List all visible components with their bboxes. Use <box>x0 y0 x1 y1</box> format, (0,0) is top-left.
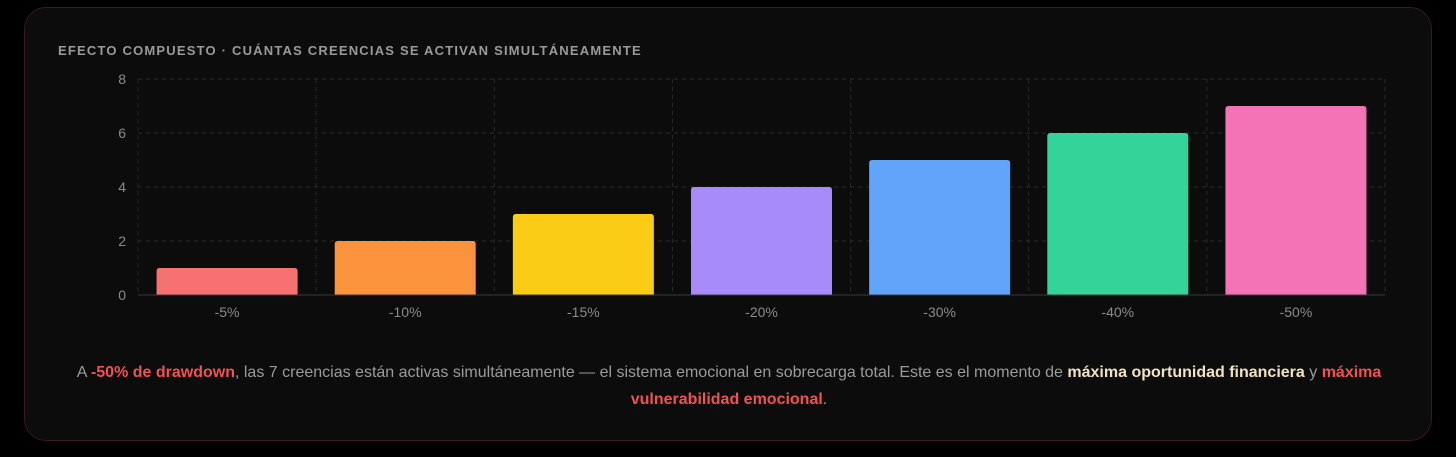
caption-text-4: . <box>822 391 828 408</box>
chart-card: EFECTO COMPUESTO · CUÁNTAS CREENCIAS SE … <box>24 7 1432 441</box>
caption-highlight-drawdown: -50% de drawdown <box>90 364 235 381</box>
chart-title: EFECTO COMPUESTO · CUÁNTAS CREENCIAS SE … <box>58 43 642 58</box>
x-tick-label: -40% <box>1101 304 1134 320</box>
bar <box>1225 106 1367 295</box>
caption-text-1: A <box>76 364 91 381</box>
caption-highlight-opportunity: máxima oportunidad financiera <box>1067 364 1305 381</box>
bar <box>1047 133 1189 295</box>
y-tick-label: 4 <box>118 179 126 195</box>
x-tick-label: -20% <box>745 304 778 320</box>
x-tick-label: -15% <box>567 304 600 320</box>
y-tick-label: 6 <box>118 125 126 141</box>
bar <box>334 241 476 295</box>
y-tick-label: 0 <box>118 287 126 303</box>
bar-chart: 0 2 4 6 8 -5% -10% -15% -20% -30% -40% -50% <box>118 71 1386 320</box>
x-tick-label: -5% <box>215 304 240 320</box>
bar <box>869 160 1011 295</box>
bar <box>512 214 654 295</box>
x-tick-label: -30% <box>923 304 956 320</box>
y-tick-label: 8 <box>118 71 126 87</box>
caption-text-2: , las 7 creencias están activas simultán… <box>234 364 1068 381</box>
bar <box>156 268 298 295</box>
x-tick-label: -50% <box>1280 304 1313 320</box>
chart-caption: A -50% de drawdown, las 7 creencias está… <box>65 359 1393 413</box>
x-tick-label: -10% <box>389 304 422 320</box>
caption-text-3: y <box>1304 364 1322 381</box>
bar <box>691 187 832 295</box>
y-tick-label: 2 <box>118 233 126 249</box>
caption-highlight-vulnerability: máxima vulnerabilidad emocional <box>630 364 1382 408</box>
